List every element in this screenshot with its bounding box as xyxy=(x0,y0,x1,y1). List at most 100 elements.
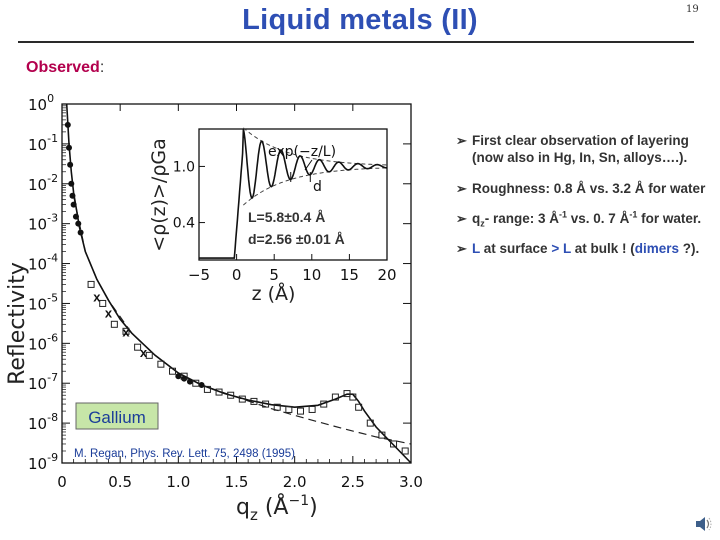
title-divider xyxy=(18,41,694,43)
x-tick-label: 3.0 xyxy=(399,473,423,491)
data-point-square xyxy=(320,400,328,408)
at-surface-text: at surface xyxy=(480,240,552,256)
inset-y-tick-label: 1.0 xyxy=(173,159,195,175)
y-tick-label: 10-9 xyxy=(28,451,58,473)
data-point-filled xyxy=(186,378,193,385)
gallium-box xyxy=(75,402,159,430)
qz-water-text: vs. 0. 7 Å xyxy=(567,210,630,226)
y-tick-label: 10-2 xyxy=(28,172,58,194)
observed-colon: : xyxy=(99,59,105,76)
inset-y-axis-label: <ρ(z)>/ρGa xyxy=(148,138,170,252)
inset-density-profile: −5 0 5 10 15 20 0.4 1.0<ρ(z)>/ρGa z (Å) exp(−z/L)… xyxy=(148,127,397,305)
inset-x-tick-label: 10 xyxy=(302,266,321,284)
data-point-filled xyxy=(69,192,76,199)
x-tick-label: 1.0 xyxy=(166,473,190,491)
y-tick-label: 10-5 xyxy=(28,291,58,313)
inset-envelope-pointer xyxy=(304,159,313,171)
inset-density-curve xyxy=(199,128,388,259)
data-point-square xyxy=(110,320,118,328)
inset-x-axis-label: z (Å) xyxy=(252,282,296,305)
observed-heading: Observed: xyxy=(26,59,104,77)
bullet-arrow-icon: ➢ xyxy=(456,132,467,148)
data-point-filled xyxy=(198,382,205,389)
greater-than: > xyxy=(551,240,560,256)
main-plot: 0 0.5 1.0 1.5 2.0 2.5 3.010010-110-210-310-410… xyxy=(5,92,423,524)
data-point-square xyxy=(87,280,95,288)
qz-text: q xyxy=(472,210,481,226)
x-tick-label: 2.5 xyxy=(341,473,365,491)
bullet-layering-line1: First clear observation of layering xyxy=(472,132,689,148)
closing-text: ?). xyxy=(679,240,700,256)
bullet-dimers: ➢ L at surface > L at bulk ! (dimers ?). xyxy=(456,240,720,257)
y-tick-label: 100 xyxy=(28,92,54,114)
data-point-filled xyxy=(175,373,182,380)
L-surface: L xyxy=(472,240,481,256)
data-point-square xyxy=(378,431,386,439)
inset-param-d: d=2.56 ±0.01 Å xyxy=(248,231,345,247)
inset-d-label: d xyxy=(313,179,322,195)
bullet-qz-range: ➢ qz- range: 3 Å-1 vs. 0. 7 Å-1 for wate… xyxy=(456,209,720,228)
data-point-square xyxy=(349,393,357,401)
inverse-angstrom-sup: -1 xyxy=(559,209,568,219)
data-point-filled xyxy=(75,220,82,227)
inset-envelope-lower xyxy=(243,167,387,206)
inset-x-tick-label: 5 xyxy=(269,266,279,284)
bullet-layering-line2: (now also in Hg, In, Sn, alloys….). xyxy=(472,149,688,165)
inset-x-tick-label: −5 xyxy=(188,266,210,284)
data-point-square xyxy=(238,395,246,403)
y-tick-label: 10-6 xyxy=(28,331,58,353)
inset-frame xyxy=(198,128,388,261)
x-tick-label: 1.5 xyxy=(225,473,249,491)
bullet-arrow-icon: ➢ xyxy=(456,240,467,256)
data-point-square xyxy=(355,403,363,411)
at-bulk-text: at bulk ! ( xyxy=(570,240,635,256)
dimers-text: dimers xyxy=(634,240,679,256)
data-point-filled xyxy=(65,144,72,151)
x-tick-label: 2.0 xyxy=(283,473,307,491)
data-point-square xyxy=(273,403,281,411)
inset-envelope-upper xyxy=(243,127,387,166)
inset-param-L: L=5.8±0.4 Å xyxy=(248,209,325,225)
data-point-square xyxy=(390,440,398,448)
y-tick-label: 10-1 xyxy=(28,132,58,154)
bullet-layering: ➢ First clear observation of layering (n… xyxy=(456,132,720,166)
data-point-filled xyxy=(77,229,84,236)
x-axis-label: qz (Å−1) xyxy=(236,493,318,524)
data-point-square xyxy=(250,397,258,405)
x-tick-label: 0 xyxy=(57,473,67,491)
speaker-icon[interactable] xyxy=(694,514,712,534)
inverse-angstrom-sup: -1 xyxy=(629,209,638,219)
data-point-cross: x xyxy=(122,324,130,339)
citation: M. Regan, Phys. Rev. Lett. 75, 2498 (199… xyxy=(74,448,295,460)
data-point-square xyxy=(134,343,142,351)
data-point-square xyxy=(215,388,223,396)
data-point-square xyxy=(401,447,409,455)
slide-title: Liquid metals (II) xyxy=(242,4,478,36)
bullet-list: ➢ First clear observation of layering (n… xyxy=(416,132,720,257)
data-point-filled xyxy=(67,161,74,168)
y-tick-label: 10-8 xyxy=(28,411,58,433)
inset-x-tick-label: 0 xyxy=(232,266,242,284)
data-point-cross: x xyxy=(140,345,148,360)
data-point-square xyxy=(99,299,107,307)
inset-x-tick-label: 15 xyxy=(340,266,359,284)
inset-y-tick-label: 0.4 xyxy=(173,216,195,232)
data-point-filled xyxy=(70,201,77,208)
y-tick-label: 10-3 xyxy=(28,212,58,234)
data-point-square xyxy=(169,367,177,375)
y-axis-label: Reflectivity xyxy=(5,262,30,385)
data-point-square xyxy=(180,372,188,380)
data-point-square xyxy=(122,327,130,335)
gallium-label-group: Gallium xyxy=(75,402,159,430)
bullet-arrow-icon: ➢ xyxy=(456,180,467,196)
data-point-square xyxy=(262,400,270,408)
x-tick-label: 0.5 xyxy=(108,473,132,491)
inset-envelope-label: exp(−z/L) xyxy=(268,144,336,160)
L-bulk: L xyxy=(559,240,571,256)
gallium-label: Gallium xyxy=(88,408,146,427)
inset-x-tick-label: 20 xyxy=(377,266,396,284)
data-point-square xyxy=(285,405,293,413)
data-point-square xyxy=(203,385,211,393)
data-point-cross: x xyxy=(105,305,113,320)
